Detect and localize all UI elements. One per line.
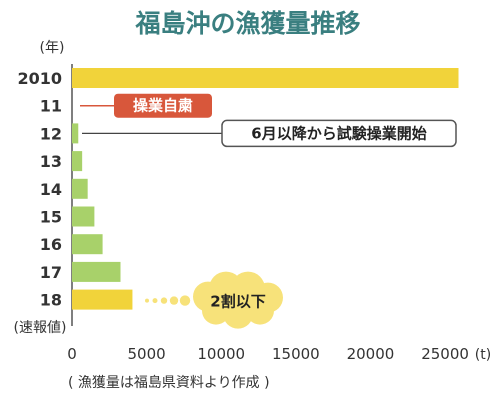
source-note: ( 漁獲量は福島県資料より作成 ) [68, 375, 270, 391]
y-bottom-note: (速報値) [14, 320, 67, 336]
bar-16 [72, 234, 103, 255]
bar-17 [72, 261, 121, 282]
bar-2010 [72, 68, 459, 88]
bar-14 [72, 178, 88, 199]
y-tick-label: 15 [40, 208, 62, 227]
y-tick-label: 2010 [17, 69, 62, 88]
y-tick-label: 11 [40, 97, 62, 116]
cloud-dot [152, 298, 158, 304]
cloud-body [202, 284, 274, 317]
x-tick-label: 25000 [421, 345, 469, 363]
bar-12 [72, 123, 79, 144]
chart-title: 福島沖の漁獲量推移 [134, 9, 360, 38]
y-tick-label: 14 [40, 180, 62, 199]
plot-area: 2010 11 12 13 14 15 16 17 18 0 5000 10000 15000 20000… [17, 64, 469, 363]
y-tick-label: 17 [40, 263, 62, 282]
callout-text-18: 2割以下 [210, 293, 265, 311]
y-tick-label: 16 [40, 235, 62, 254]
x-tick-label: 0 [67, 345, 77, 363]
y-unit-label: (年) [40, 40, 65, 56]
x-tick-label: 10000 [197, 345, 245, 363]
callout-box-12 [221, 119, 457, 148]
bar-15 [72, 206, 95, 227]
callout-text-11: 操業自粛 [133, 97, 193, 115]
cloud-dot [169, 296, 179, 305]
bar-18 [72, 289, 133, 310]
cloud-dot [179, 295, 191, 306]
cloud-dot [145, 298, 149, 303]
callout-text-12: 6月以降から試験操業開始 [251, 124, 426, 142]
cloud-dot [160, 297, 168, 304]
y-tick-label: 12 [40, 124, 62, 143]
bar-13 [72, 151, 83, 172]
y-tick-label: 18 [40, 291, 62, 310]
x-tick-label: 20000 [347, 345, 395, 363]
x-unit-label: (t) [475, 347, 491, 363]
x-tick-label: 5000 [128, 345, 166, 363]
y-tick-label: 13 [40, 152, 62, 171]
x-tick-label: 15000 [272, 345, 320, 363]
callout-box-11 [114, 93, 212, 118]
